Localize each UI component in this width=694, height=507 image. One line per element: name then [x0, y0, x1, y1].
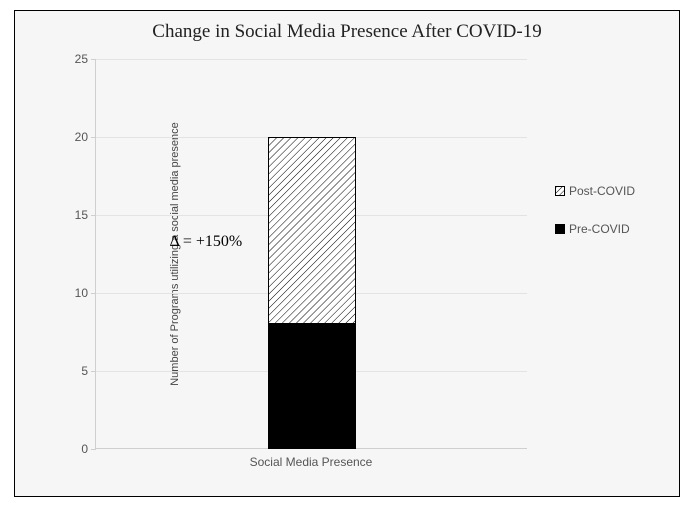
y-tick-label: 5: [81, 364, 96, 378]
legend-swatch-pre: [555, 224, 565, 234]
legend-item-pre: Pre-COVID: [555, 222, 635, 236]
legend-item-post: Post-COVID: [555, 184, 635, 198]
legend-label-post: Post-COVID: [569, 184, 635, 198]
delta-annotation: Δ = +150%: [169, 233, 242, 251]
y-tick-label: 15: [75, 208, 96, 222]
y-tick-label: 10: [75, 286, 96, 300]
legend-label-pre: Pre-COVID: [569, 222, 630, 236]
chart-title: Change in Social Media Presence After CO…: [15, 21, 679, 43]
y-tick-label: 25: [75, 52, 96, 66]
chart-frame: Change in Social Media Presence After CO…: [14, 10, 680, 497]
y-tick-label: 0: [81, 442, 96, 456]
bar-post-covid: [268, 137, 356, 324]
legend: Post-COVID Pre-COVID: [555, 184, 635, 260]
plot-area: 0510152025Δ = +150%: [95, 59, 527, 449]
y-tick-label: 20: [75, 130, 96, 144]
bar-pre-covid: [268, 324, 356, 449]
gridline: [96, 59, 527, 60]
x-category-label: Social Media Presence: [231, 455, 391, 469]
legend-swatch-post: [555, 186, 565, 196]
